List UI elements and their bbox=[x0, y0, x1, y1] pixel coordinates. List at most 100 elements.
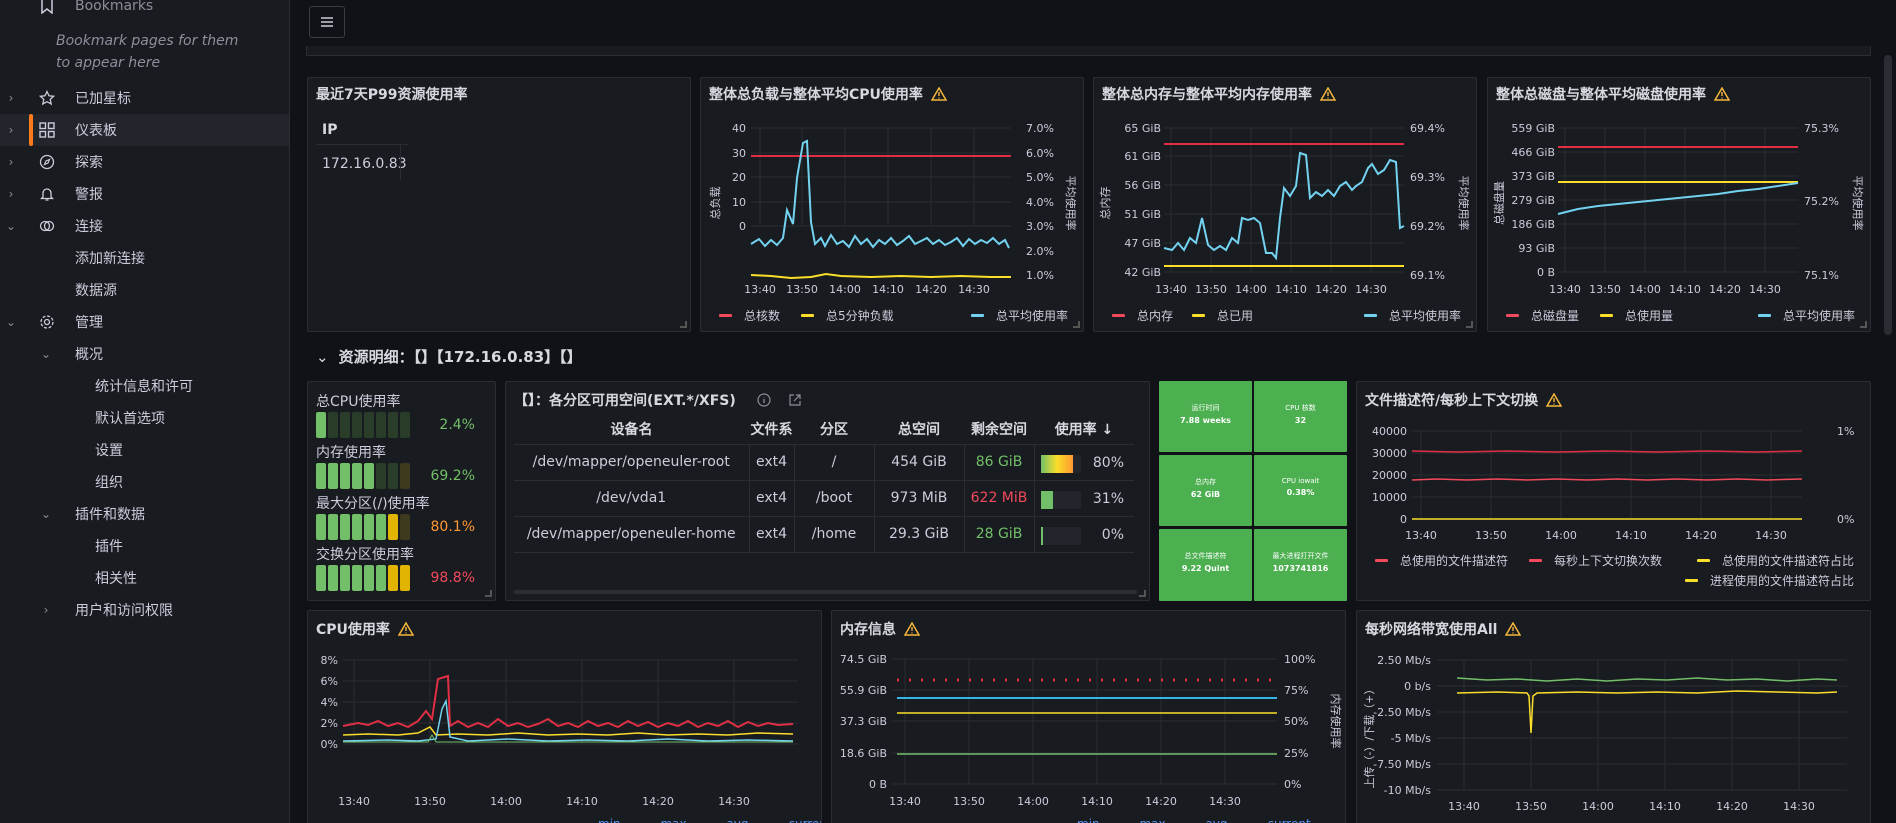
chevron-right-icon[interactable]: › bbox=[8, 123, 14, 137]
nav-orgs[interactable]: 组织 bbox=[0, 466, 289, 498]
nav-default-prefs[interactable]: 默认首选项 bbox=[0, 402, 289, 434]
legend-item[interactable]: 总平均使用率 bbox=[971, 307, 1068, 324]
info-icon[interactable] bbox=[757, 393, 771, 407]
warning-icon[interactable] bbox=[1320, 87, 1336, 101]
stat-tile-title: 总文件描述符 bbox=[1184, 552, 1227, 560]
divider bbox=[316, 144, 408, 145]
legend-item[interactable]: 总使用量 bbox=[1600, 307, 1673, 324]
nav-starred[interactable]: › 已加星标 bbox=[0, 82, 289, 114]
warning-icon[interactable] bbox=[904, 622, 920, 636]
nav-connections-label: 连接 bbox=[75, 219, 103, 235]
chevron-right-icon[interactable]: › bbox=[8, 91, 14, 105]
resize-handle[interactable] bbox=[485, 590, 492, 597]
nav-alerting[interactable]: › 警报 bbox=[0, 178, 289, 210]
usage-bar-track bbox=[1040, 526, 1081, 545]
nav-users-access[interactable]: › 用户和访问权限 bbox=[0, 594, 289, 626]
column-header[interactable]: 总空间 bbox=[874, 414, 964, 445]
legend-item[interactable]: 总平均使用率 bbox=[1364, 307, 1461, 324]
legend-item[interactable]: 总核数 bbox=[719, 307, 780, 324]
resize-handle[interactable] bbox=[1466, 321, 1473, 328]
column-header[interactable]: 分区 bbox=[794, 414, 874, 445]
chevron-down-icon[interactable]: ⌄ bbox=[5, 219, 17, 233]
legend-label: 总已用 bbox=[1217, 309, 1254, 323]
memory-info-chart: 74.5 GiB 55.9 GiB 37.3 GiB 18.6 GiB 0 B 100%… bbox=[840, 653, 1343, 808]
chevron-right-icon[interactable]: › bbox=[8, 187, 14, 201]
cell-mount: / bbox=[794, 444, 875, 481]
chevron-down-icon[interactable]: ⌄ bbox=[40, 507, 52, 521]
x-tick: 14:10 bbox=[1615, 529, 1647, 542]
series-total-fd bbox=[1411, 450, 1803, 453]
resize-handle[interactable] bbox=[1139, 590, 1146, 597]
nav-correlations[interactable]: 相关性 bbox=[0, 562, 289, 594]
cell-device: /dev/mapper/openeuler-root bbox=[514, 444, 750, 481]
y-tick: 10000 bbox=[1372, 491, 1407, 504]
legend-item[interactable]: 每秒上下文切换次数 bbox=[1529, 552, 1662, 569]
column-header[interactable]: 文件系 bbox=[749, 414, 794, 445]
series-cpu-yellow bbox=[342, 726, 794, 736]
nav-settings[interactable]: 设置 bbox=[0, 434, 289, 466]
nav-data-sources[interactable]: 数据源 bbox=[0, 274, 289, 306]
column-header[interactable]: 使用率 ↓ bbox=[1034, 414, 1134, 445]
column-header[interactable]: 剩余空间 bbox=[964, 414, 1034, 445]
menu-toggle-button[interactable] bbox=[309, 6, 345, 38]
legend-label: 总内存 bbox=[1137, 309, 1174, 323]
legend-item[interactable]: 总磁盘量 bbox=[1506, 307, 1579, 324]
stat-tile: CPU 核数 32 bbox=[1254, 381, 1347, 452]
legend-header: min max avg current bbox=[598, 817, 821, 823]
warning-icon[interactable] bbox=[1714, 87, 1730, 101]
chevron-down-icon[interactable]: ⌄ bbox=[40, 347, 52, 361]
nav-bookmarks[interactable]: Bookmarks bbox=[0, 0, 289, 22]
filesystem-table: 设备名 文件系 分区 总空间 剩余空间 使用率 ↓ /dev/mapper/op… bbox=[514, 414, 1134, 553]
nav-plugins-label: 插件 bbox=[95, 539, 123, 555]
warning-icon[interactable] bbox=[1505, 622, 1522, 636]
scrollbar[interactable] bbox=[1884, 55, 1892, 335]
series-context-switches bbox=[1411, 478, 1803, 481]
legend-item[interactable]: 总内存 bbox=[1112, 307, 1173, 324]
y-tick: 10 bbox=[732, 196, 746, 209]
link-icon bbox=[38, 217, 56, 235]
external-link-icon[interactable] bbox=[788, 393, 802, 407]
hamburger-icon bbox=[321, 17, 333, 27]
resize-handle[interactable] bbox=[1860, 321, 1867, 328]
horizontal-scrollbar[interactable] bbox=[514, 590, 1137, 594]
nav-connections[interactable]: ⌄ 连接 bbox=[0, 210, 289, 242]
x-tick: 14:20 bbox=[1315, 283, 1347, 296]
legend-item[interactable]: 总使用的文件描述符 bbox=[1375, 552, 1508, 569]
legend-item[interactable]: 总使用的文件描述符占比 bbox=[1697, 552, 1854, 569]
legend-item[interactable]: 总已用 bbox=[1192, 307, 1253, 324]
cell-fstype: ext4 bbox=[749, 516, 795, 553]
y2-axis-label: 平均使用率 bbox=[1064, 176, 1078, 231]
warning-icon[interactable] bbox=[930, 87, 947, 101]
nav-explore[interactable]: › 探索 bbox=[0, 146, 289, 178]
nav-plugins[interactable]: 插件 bbox=[0, 530, 289, 562]
y-tick: 466 GiB bbox=[1511, 146, 1555, 159]
nav-add-connection[interactable]: 添加新连接 bbox=[0, 242, 289, 274]
y2-tick: 75.1% bbox=[1804, 269, 1839, 282]
legend-item[interactable]: 进程使用的文件描述符占比 bbox=[1685, 572, 1854, 589]
chevron-right-icon[interactable]: › bbox=[8, 155, 14, 169]
nav-admin[interactable]: ⌄ 管理 bbox=[0, 306, 289, 338]
nav-plugins-data[interactable]: ⌄ 插件和数据 bbox=[0, 498, 289, 530]
chevron-down-icon[interactable]: ⌄ bbox=[5, 315, 17, 329]
nav-overview[interactable]: ⌄ 概况 bbox=[0, 338, 289, 370]
cell-usage: 80% bbox=[1034, 444, 1134, 481]
row-title: 资源明细：【】【172.16.0.83】【】 bbox=[338, 348, 582, 366]
chevron-right-icon[interactable]: › bbox=[43, 603, 49, 617]
resize-handle[interactable] bbox=[1073, 321, 1080, 328]
warning-icon[interactable] bbox=[397, 622, 414, 636]
y2-tick: 3.0% bbox=[1026, 220, 1054, 233]
x-tick: 13:50 bbox=[786, 283, 818, 296]
resize-handle[interactable] bbox=[680, 321, 687, 328]
nav-orgs-label: 组织 bbox=[95, 475, 123, 491]
nav-dashboards[interactable]: › 仪表板 bbox=[0, 114, 289, 146]
legend-item[interactable]: 总5分钟负载 bbox=[801, 307, 894, 324]
legend-label: 总核数 bbox=[744, 309, 781, 323]
row-header[interactable]: ⌄ 资源明细：【】【172.16.0.83】【】 bbox=[316, 346, 582, 367]
nav-correlations-label: 相关性 bbox=[95, 571, 137, 587]
column-header[interactable]: 设备名 bbox=[514, 414, 749, 445]
warning-icon[interactable] bbox=[1546, 393, 1563, 407]
nav-stats-label: 统计信息和许可 bbox=[95, 379, 193, 395]
legend-col: max bbox=[660, 817, 686, 823]
legend-item[interactable]: 总平均使用率 bbox=[1758, 307, 1855, 324]
nav-stats[interactable]: 统计信息和许可 bbox=[0, 370, 289, 402]
